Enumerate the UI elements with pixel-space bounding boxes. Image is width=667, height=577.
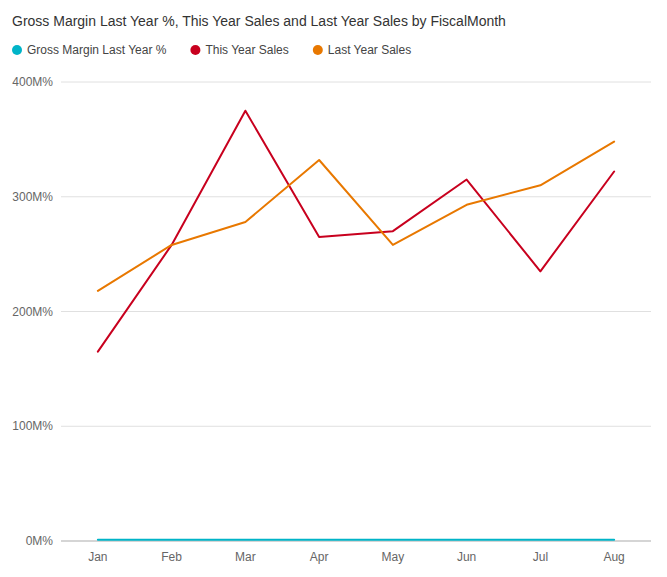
x-tick-label: Feb [161, 550, 182, 564]
y-tick-label: 100M% [12, 419, 53, 433]
x-tick-label: Jan [88, 550, 107, 564]
y-axis: 0M% 100M% 200M% 300M% 400M% [12, 75, 53, 548]
y-tick-label: 0M% [26, 534, 54, 548]
legend-label: This Year Sales [205, 43, 288, 57]
legend: Gross Margin Last Year % This Year Sales L… [12, 43, 411, 57]
legend-item: This Year Sales [190, 43, 288, 57]
y-grid [61, 82, 651, 541]
grid-line [61, 196, 651, 197]
x-tick-label: Jul [533, 550, 548, 564]
chart-svg: Gross Margin Last Year %, This Year Sale… [0, 0, 667, 577]
legend-label: Last Year Sales [328, 43, 411, 57]
lines [98, 111, 614, 540]
grid-line [61, 426, 651, 427]
x-tick-label: Aug [603, 550, 624, 564]
legend-item: Gross Margin Last Year % [12, 43, 167, 57]
x-tick-label: Mar [235, 550, 256, 564]
x-tick-label: May [382, 550, 405, 564]
x-tick-label: Apr [310, 550, 329, 564]
y-tick-label: 200M% [12, 305, 53, 319]
legend-label: Gross Margin Last Year % [27, 43, 167, 57]
series-line [98, 142, 614, 291]
grid-line [61, 82, 651, 83]
x-axis: Jan Feb Mar Apr May Jun Jul Aug [88, 550, 625, 564]
y-tick-label: 300M% [12, 190, 53, 204]
legend-swatch [313, 45, 323, 55]
legend-item: Last Year Sales [313, 43, 411, 57]
x-axis-line [61, 541, 651, 542]
series-line [98, 111, 614, 352]
grid-line [61, 541, 651, 542]
legend-swatch [12, 45, 22, 55]
grid-line [61, 311, 651, 312]
y-tick-label: 400M% [12, 75, 53, 89]
x-tick-label: Jun [457, 550, 476, 564]
legend-swatch [190, 45, 200, 55]
series-line [98, 539, 614, 541]
chart-container: Gross Margin Last Year %, This Year Sale… [0, 0, 667, 577]
chart-title: Gross Margin Last Year %, This Year Sale… [12, 13, 506, 29]
